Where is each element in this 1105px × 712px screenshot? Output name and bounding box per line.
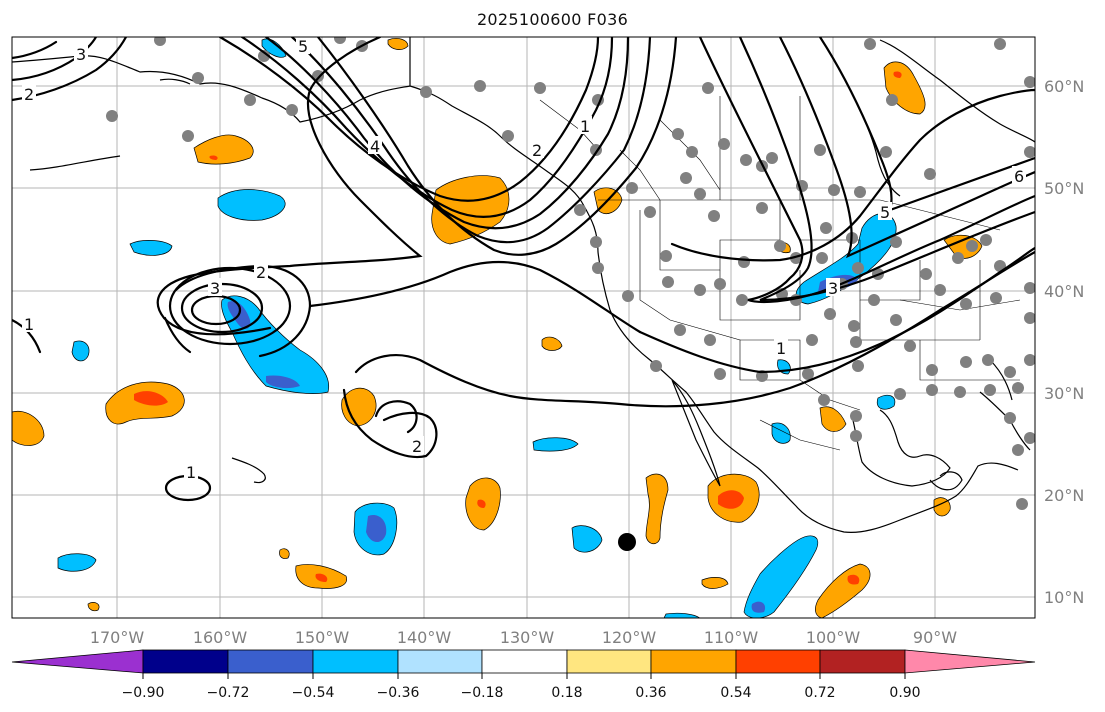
colorbar-tick-label: −0.90 [122,685,165,701]
latitude-labels: 60°N 50°N 40°N 30°N 20°N 10°N [1044,77,1084,607]
colorbar-tick-label: 0.90 [889,685,920,701]
colorbar-segment [142,649,229,674]
colorbar-segment [397,649,483,674]
colorbar-tick-label: −0.72 [207,685,250,701]
longitude-labels: 170°W 160°W 150°W 140°W 130°W 120°W 110°… [90,628,957,647]
colorbar-segment [481,649,568,674]
colorbar-segment [566,649,652,674]
colorbar-segment [735,649,821,674]
contour-label-2-north: 2 [532,141,542,160]
lon-label: 150°W [295,628,350,647]
colorbar-labels: −0.90 −0.72 −0.54 −0.36 −0.18 0.18 0.36 … [122,673,921,701]
lon-label: 140°W [397,628,452,647]
colorbar-tick-label: −0.18 [461,685,504,701]
reference-point-marker [618,533,636,551]
map-frame [11,36,1036,619]
contour-labels: 5 4 3 2 1 2 3 2 1 1 2 3 5 6 [22,37,1026,482]
lon-label: 90°W [913,628,957,647]
contour-label-3-northwest: 3 [76,45,86,64]
negative-anomaly-shading [57,38,897,618]
contour-label-3: 3 [210,279,220,298]
lat-label: 50°N [1044,179,1084,198]
colorbar-extend-low [11,649,144,674]
colorbar-tick-label: 0.54 [720,685,751,701]
contour-label-4: 4 [370,137,380,156]
gridlines [12,37,1035,618]
contour-label-5-east: 5 [880,203,890,222]
lat-label: 30°N [1044,384,1084,403]
colorbar-segment [227,649,314,674]
lat-label: 10°N [1044,588,1084,607]
lon-label: 100°W [806,628,861,647]
contour-label-3-east: 3 [828,279,838,298]
contour-label-5: 5 [298,37,308,56]
colorbar-tick-label: 0.36 [635,685,666,701]
contour-label-2-northwest: 2 [24,85,34,104]
lon-label: 160°W [193,628,248,647]
lon-label: 130°W [500,628,555,647]
lon-label: 120°W [602,628,657,647]
contour-lines [12,37,1035,502]
contour-label-2: 2 [256,263,266,282]
station-markers [106,37,1035,510]
colorbar-segment [819,649,906,674]
contour-label-1-west: 1 [24,315,34,334]
positive-anomaly-shading [12,38,983,618]
lon-label: 170°W [90,628,145,647]
lat-label: 40°N [1044,282,1084,301]
contour-label-6: 6 [1014,167,1024,186]
colorbar-segment [312,649,399,674]
map-title: 2025100600 F036 [476,10,629,29]
colorbar-tick-label: 0.72 [804,685,835,701]
contour-label-1-east: 1 [776,339,786,358]
colorbar-extend-high [904,649,1036,674]
contour-label-2-south: 2 [412,437,422,456]
lat-label: 60°N [1044,77,1084,96]
map-background [12,37,1035,618]
colorbar-tick-label: 0.18 [551,685,582,701]
colorbar-tick-label: −0.36 [377,685,420,701]
colorbar-tick-label: −0.54 [292,685,335,701]
colorbar [11,649,1036,674]
lon-label: 110°W [704,628,759,647]
contour-label-1: 1 [186,463,196,482]
colorbar-segment [650,649,737,674]
contour-label-1-north: 1 [580,117,590,136]
lat-label: 20°N [1044,486,1084,505]
